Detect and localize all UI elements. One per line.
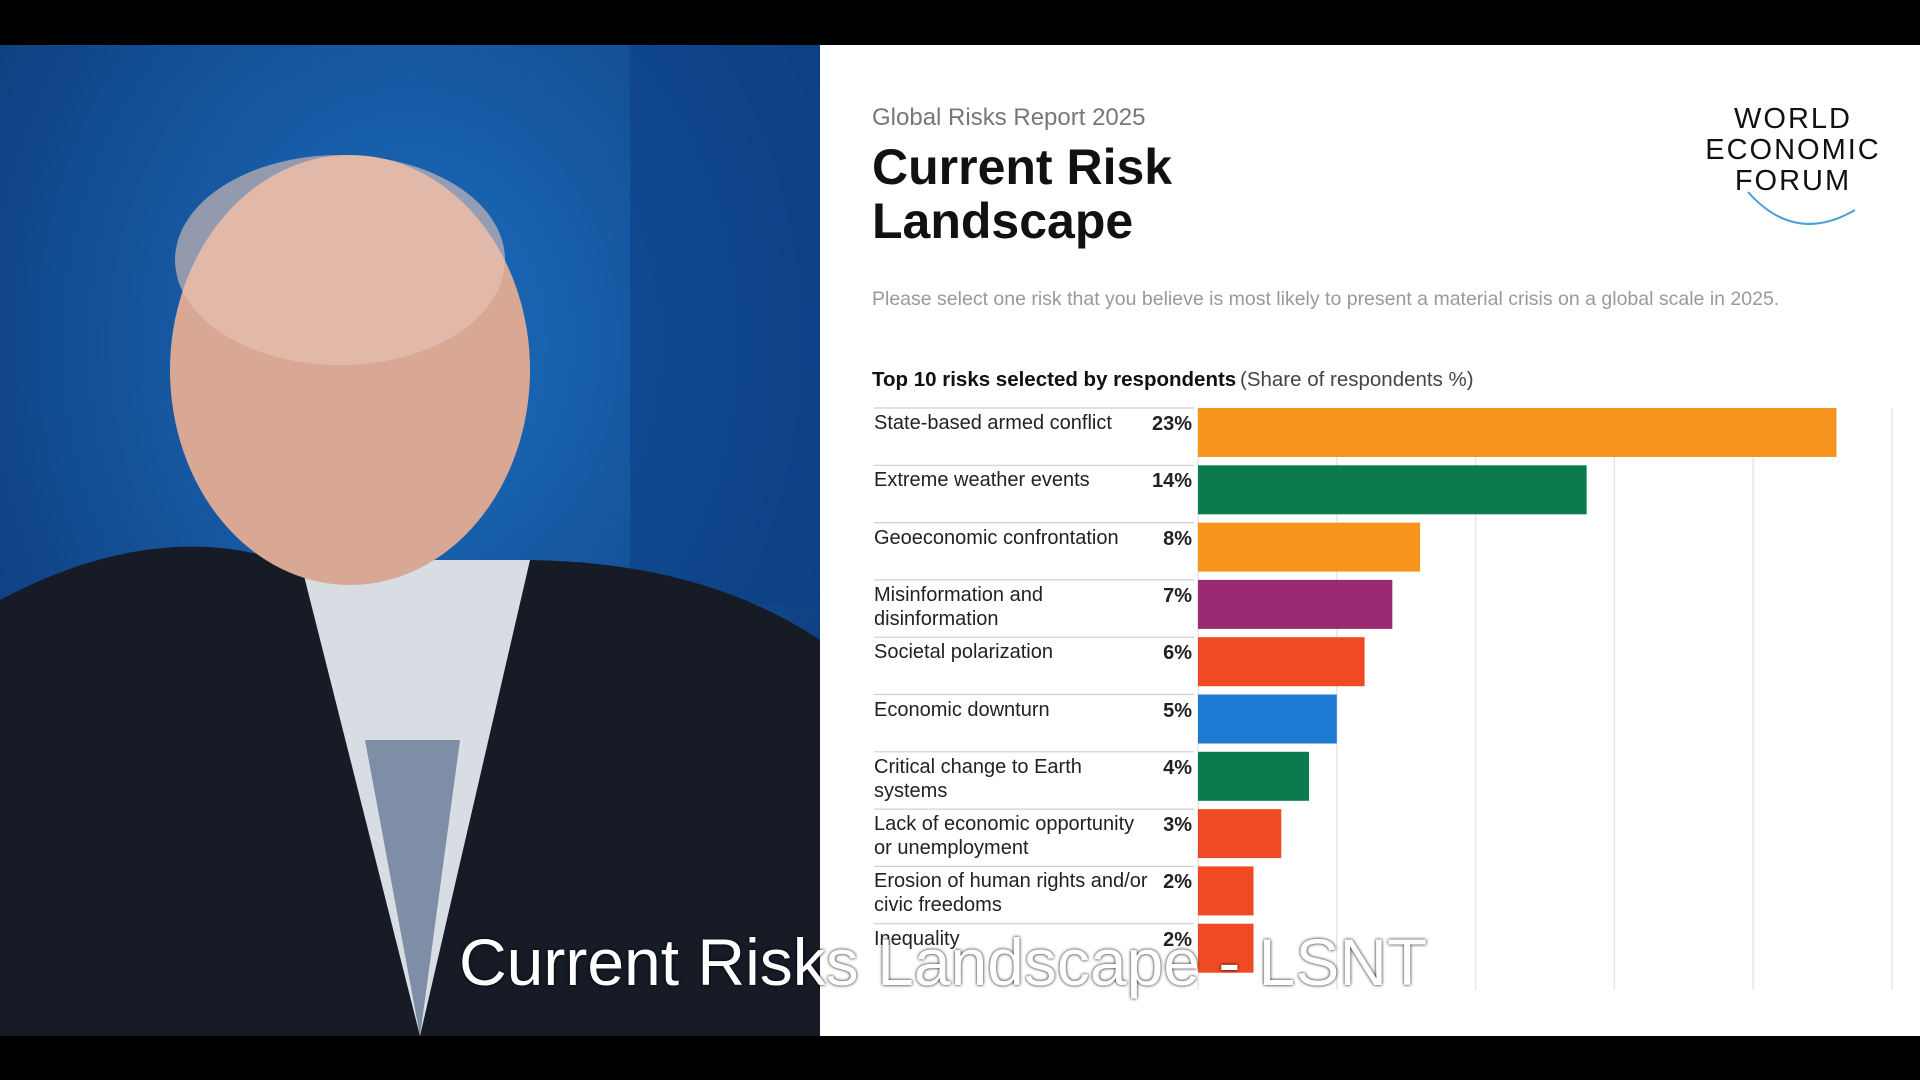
bar (1198, 809, 1282, 859)
category-label: Lack of economic opportunity or unemploy… (874, 813, 1135, 860)
value-label: 5% (1163, 699, 1192, 722)
bar (1198, 579, 1393, 629)
bar (1198, 751, 1310, 801)
bar (1198, 866, 1254, 916)
tie (365, 740, 460, 1036)
category-label: Economic downturn (874, 698, 1050, 721)
question: Please select one risk that you believe … (872, 288, 1780, 310)
scalp (175, 155, 505, 365)
bar (1198, 923, 1254, 973)
bar (1198, 694, 1337, 744)
title-line: Current Risk (872, 139, 1173, 195)
bar (1198, 637, 1365, 687)
value-label: 8% (1163, 527, 1192, 550)
title-line: Landscape (872, 193, 1134, 249)
value-label: 7% (1163, 584, 1192, 607)
unit-note: (Share of respondents %) (1240, 368, 1474, 391)
category-label: Extreme weather events (874, 469, 1090, 492)
value-label: 23% (1151, 413, 1192, 435)
value-label: 2% (1163, 871, 1192, 894)
logo-line: FORUM (1734, 165, 1852, 197)
logo-arc (1747, 191, 1856, 225)
bar (1198, 465, 1587, 515)
value-label: 6% (1163, 642, 1192, 665)
category-label: Erosion of human rights and/or civic fre… (874, 870, 1148, 917)
logo-line: ECONOMIC (1705, 134, 1881, 166)
bar (1198, 522, 1421, 572)
category-label: Misinformation and disinformation (874, 583, 1043, 630)
category-label: Societal polarization (874, 641, 1053, 664)
category-label: State-based armed conflict (874, 412, 1112, 434)
value-label: 4% (1163, 756, 1192, 779)
video-caption: Current Risks Landscape - LSNT (459, 925, 1428, 999)
category-label: Inequality (874, 927, 960, 950)
value-label: 2% (1163, 928, 1192, 951)
subtitle: Top 10 risks selected by respondents (872, 368, 1237, 391)
value-label: 14% (1151, 470, 1192, 493)
video-panel (630, 45, 820, 605)
bar (1198, 408, 1837, 457)
category-label: Critical change to Earth systems (874, 755, 1082, 802)
supertitle: Global Risks Report 2025 (872, 104, 1146, 131)
logo-line: WORLD (1734, 103, 1852, 135)
value-label: 3% (1163, 814, 1192, 837)
category-label: Geoeconomic confrontation (874, 526, 1119, 549)
